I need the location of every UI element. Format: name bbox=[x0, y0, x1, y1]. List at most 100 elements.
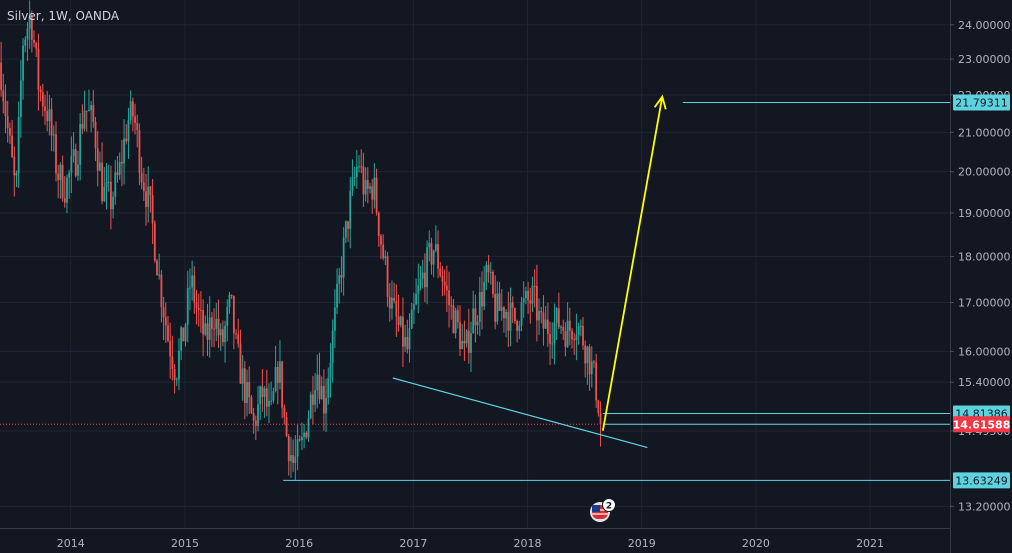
candle-body bbox=[322, 386, 325, 414]
candle-body bbox=[329, 362, 332, 378]
candle-body bbox=[279, 361, 281, 383]
candle-body bbox=[595, 362, 598, 401]
candle-body bbox=[268, 400, 270, 407]
candle-body bbox=[149, 186, 152, 196]
candle-body bbox=[540, 311, 543, 313]
candle-body bbox=[228, 294, 231, 307]
candle-body bbox=[243, 368, 246, 403]
candle-body bbox=[575, 335, 578, 340]
candle-body bbox=[553, 322, 556, 344]
candle-body bbox=[301, 436, 303, 441]
y-tick-label: 17.00000 bbox=[958, 297, 1011, 310]
candle-body bbox=[221, 329, 224, 343]
candle-body bbox=[496, 293, 499, 322]
candle-body bbox=[276, 366, 279, 383]
candle-body bbox=[590, 361, 593, 375]
candle-body bbox=[338, 275, 341, 284]
candle-body bbox=[560, 326, 562, 328]
candle-body bbox=[99, 162, 101, 171]
candle-body bbox=[180, 327, 183, 351]
candle-body bbox=[151, 195, 154, 224]
candle-body bbox=[72, 149, 75, 157]
x-tick-label: 2015 bbox=[171, 537, 199, 550]
candle-body bbox=[408, 328, 411, 350]
candle-body bbox=[182, 327, 185, 342]
candle-body bbox=[588, 346, 591, 375]
candle-body bbox=[557, 308, 560, 328]
candle-body bbox=[59, 164, 62, 181]
candle-body bbox=[107, 181, 110, 183]
candle-body bbox=[549, 334, 551, 344]
candle-body bbox=[164, 317, 167, 326]
candle-body bbox=[445, 285, 448, 291]
candle-body bbox=[524, 290, 527, 298]
candle-body bbox=[437, 244, 439, 269]
candle-body bbox=[456, 310, 459, 323]
candle-body bbox=[239, 343, 242, 384]
candle-body bbox=[156, 260, 158, 276]
candle-body bbox=[503, 307, 505, 319]
candle-body bbox=[237, 334, 240, 344]
candle-body bbox=[270, 400, 273, 402]
candle-body bbox=[136, 122, 139, 131]
x-tick-label: 2016 bbox=[285, 537, 313, 550]
candle-body bbox=[546, 319, 549, 335]
candle-body bbox=[397, 316, 400, 326]
candle-body bbox=[294, 456, 297, 464]
candle-body bbox=[573, 339, 576, 341]
candle-body bbox=[178, 350, 180, 380]
candle-body bbox=[514, 307, 516, 321]
candle-body bbox=[114, 172, 117, 197]
candle-body bbox=[478, 292, 481, 322]
candle-body bbox=[382, 244, 385, 259]
candle-body bbox=[88, 110, 90, 112]
candle-body bbox=[109, 181, 112, 210]
candle-body bbox=[285, 417, 288, 436]
candle-body bbox=[204, 323, 207, 335]
price-label-text: 21.79311 bbox=[955, 96, 1008, 109]
arrow-line bbox=[601, 96, 664, 431]
candle-body bbox=[272, 391, 275, 401]
candle-body bbox=[57, 173, 60, 181]
candle-body bbox=[312, 394, 314, 405]
candle-body bbox=[55, 134, 57, 174]
candle-body bbox=[195, 302, 198, 308]
candle-body bbox=[259, 386, 262, 405]
candle-body bbox=[511, 302, 514, 308]
candle-body bbox=[283, 407, 286, 418]
economic-event-badge[interactable]: 2 bbox=[590, 498, 616, 523]
candle-body bbox=[74, 149, 77, 176]
candle-body bbox=[127, 120, 130, 142]
candle-body bbox=[6, 116, 9, 128]
candle-body bbox=[366, 180, 369, 189]
candle-body bbox=[443, 281, 446, 286]
candle-body bbox=[37, 48, 40, 90]
candle-body bbox=[63, 198, 66, 203]
price-label-box bbox=[953, 472, 1010, 489]
candle-body bbox=[593, 361, 595, 363]
candle-body bbox=[217, 318, 220, 336]
candle-body bbox=[175, 379, 178, 381]
candle-body bbox=[386, 256, 389, 297]
candle-body bbox=[118, 161, 121, 176]
candle-body bbox=[500, 307, 503, 311]
candle-body bbox=[274, 366, 277, 392]
candle-body bbox=[415, 293, 418, 305]
candle-body bbox=[450, 305, 453, 307]
candle-body bbox=[290, 455, 292, 462]
flag-icon-canton bbox=[592, 505, 600, 512]
candle-body bbox=[145, 191, 147, 207]
candle-body bbox=[362, 166, 365, 195]
candle-body bbox=[213, 328, 215, 330]
candle-body bbox=[248, 381, 251, 398]
candle-body bbox=[246, 381, 248, 403]
candle-body bbox=[342, 237, 345, 278]
price-label: 13.63249 bbox=[953, 472, 1010, 489]
candle-body bbox=[472, 308, 475, 334]
candle-body bbox=[358, 166, 360, 168]
x-axis: 2014 2015 2016 2017 2018 2019 2020 2021 bbox=[57, 537, 884, 550]
candle-body bbox=[586, 346, 589, 364]
candle-body bbox=[551, 343, 554, 345]
